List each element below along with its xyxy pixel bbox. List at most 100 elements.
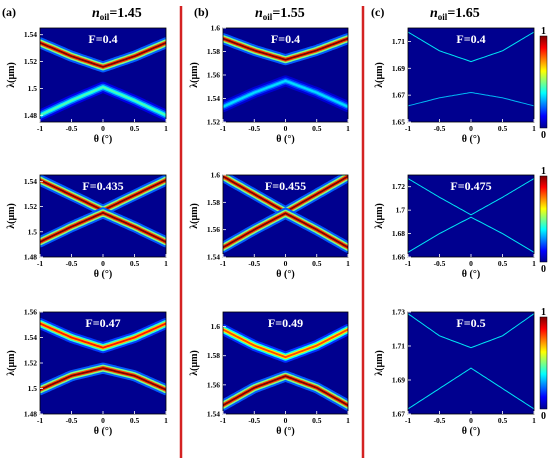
n-symbol-a: n xyxy=(92,6,100,21)
x-tick-label: -0.5 xyxy=(66,259,78,268)
y-tick-label: 1.54 xyxy=(24,177,37,186)
x-tick-label: 1 xyxy=(164,416,168,425)
y-tick-label: 1.54 xyxy=(207,94,220,103)
resonance-bands xyxy=(223,33,348,113)
x-tick-label: 0.5 xyxy=(498,416,508,425)
y-tick-label: 1.54 xyxy=(207,410,220,419)
x-axis-label: θ (°) xyxy=(462,426,480,437)
x-tick-label: 0.5 xyxy=(312,124,322,133)
resonance-bands xyxy=(408,178,534,253)
x-tick-label: -1 xyxy=(220,259,226,268)
panel-title: F=0.4 xyxy=(271,32,300,46)
band-upper-layer-4 xyxy=(223,328,348,359)
y-axis-label: λ(μm) xyxy=(189,203,200,229)
x-axis-label: θ (°) xyxy=(276,269,294,280)
plot-background xyxy=(408,175,534,257)
y-tick-label: 1.71 xyxy=(392,37,405,46)
panel-title: F=0.455 xyxy=(265,179,306,193)
heatmap-panel-5: F=0.455 -1 -0.5 0 0.5 1 θ (°) 1.6 1.58 1.56 1.54 λ(… xyxy=(189,171,350,281)
x-tick-label: -1 xyxy=(37,124,43,133)
colorbar-1: 10 xyxy=(539,26,548,141)
heatmap-panel-8: F=0.475 -1 -0.5 0 0.5 1 θ (°) 1.72 1.7 1.68 1.66 λ(… xyxy=(374,174,536,280)
y-tick-label: 1.52 xyxy=(24,202,37,211)
colorbar-min-label: 0 xyxy=(541,411,546,422)
resonance-bands xyxy=(40,318,166,396)
column-header-a: noil=1.45 xyxy=(92,6,142,22)
y-tick-label: 1.58 xyxy=(207,47,220,56)
colorbar-gradient xyxy=(539,35,548,129)
band-lower-layer-4 xyxy=(40,367,166,391)
y-tick-label: 1.67 xyxy=(392,91,405,100)
y-tick-label: 1.6 xyxy=(211,322,221,331)
colorbar-min-label: 0 xyxy=(541,264,546,275)
x-tick-label: -1 xyxy=(405,124,411,133)
x-tick-label: -0.5 xyxy=(66,124,78,133)
x-tick-label: -0.5 xyxy=(66,416,78,425)
y-tick-label: 1.5 xyxy=(28,227,38,236)
x-axis-label: θ (°) xyxy=(94,269,112,280)
y-axis-label: λ(μm) xyxy=(374,203,385,229)
y-tick-label: 1.54 xyxy=(24,30,37,39)
band-upper-layer-4 xyxy=(40,322,166,349)
band-upper-layer-4 xyxy=(40,41,166,68)
heatmap-panel-9: F=0.5 -1 -0.5 0 0.5 1 θ (°) 1.73 1.71 1.69 1.67 λ(μ… xyxy=(374,308,536,438)
x-tick-label: -0.5 xyxy=(434,124,446,133)
y-axis-label: λ(μm) xyxy=(189,62,200,88)
y-tick-label: 1.58 xyxy=(207,351,220,360)
y-axis-label: λ(μm) xyxy=(374,62,385,88)
colorbar-min-label: 0 xyxy=(541,130,546,141)
y-tick-label: 1.7 xyxy=(396,206,406,215)
band-lower-layer-4 xyxy=(40,86,166,117)
y-tick-label: 1.6 xyxy=(211,171,221,180)
band-lower-layer-1 xyxy=(408,216,534,253)
x-tick-label: 0 xyxy=(284,259,288,268)
y-axis-label: λ(μm) xyxy=(6,203,17,229)
n-value-c: =1.65 xyxy=(447,6,479,21)
x-tick-label: 1 xyxy=(164,259,168,268)
band-lower-layer-4 xyxy=(223,375,348,407)
y-tick-label: 1.73 xyxy=(392,308,405,317)
resonance-bands xyxy=(40,37,166,121)
x-tick-label: 1 xyxy=(346,416,350,425)
y-tick-label: 1.68 xyxy=(392,229,405,238)
y-tick-label: 1.5 xyxy=(28,384,38,393)
x-tick-label: 1 xyxy=(532,124,536,133)
y-tick-label: 1.48 xyxy=(24,111,37,120)
heatmap-panel-7: F=0.4 -1 -0.5 0 0.5 1 θ (°) 1.71 1.69 1.67 1.65 λ(μ… xyxy=(374,27,536,145)
resonance-bands xyxy=(223,324,348,411)
colorbar-3: 10 xyxy=(539,307,548,422)
y-tick-label: 1.6 xyxy=(211,24,221,33)
y-tick-label: 1.54 xyxy=(207,253,220,262)
y-tick-label: 1.56 xyxy=(24,308,37,317)
colorbar-max-label: 1 xyxy=(541,307,546,318)
band-lower-layer-1 xyxy=(408,367,534,410)
y-tick-label: 1.56 xyxy=(207,380,220,389)
x-tick-label: 0.5 xyxy=(130,124,140,133)
x-tick-label: 0.5 xyxy=(498,259,508,268)
x-tick-label: 0 xyxy=(284,416,288,425)
heatmap-panel-4: F=0.4 -1 -0.5 0 0.5 1 θ (°) 1.6 1.58 1.56 1.54 1.52… xyxy=(189,24,350,146)
colorbar-max-label: 1 xyxy=(541,26,546,37)
n-symbol-c: n xyxy=(430,6,438,21)
x-tick-label: 0 xyxy=(284,124,288,133)
y-tick-label: 1.72 xyxy=(392,182,405,191)
x-tick-label: -1 xyxy=(37,416,43,425)
colorbar-gradient xyxy=(539,316,548,410)
resonance-bands xyxy=(223,175,348,253)
x-tick-label: -0.5 xyxy=(248,259,260,268)
panel-label-b: (b) xyxy=(194,5,209,19)
y-axis-label: λ(μm) xyxy=(189,350,200,376)
panel-title: F=0.4 xyxy=(88,32,117,46)
panel-label-c: (c) xyxy=(371,5,384,19)
x-axis-label: θ (°) xyxy=(462,134,480,145)
panel-label-a: (a) xyxy=(2,5,16,19)
x-tick-label: 0 xyxy=(469,124,473,133)
heatmap-panel-6: F=0.49 -1 -0.5 0 0.5 1 θ (°) 1.6 1.58 1.56 1.54 λ(μ… xyxy=(189,311,350,437)
x-tick-label: 0.5 xyxy=(312,416,322,425)
heatmap-panel-3: F=0.47 -1 -0.5 0 0.5 1 θ (°) 1.56 1.54 1.52 1.5 1.4… xyxy=(6,308,168,438)
y-axis-label: λ(μm) xyxy=(6,350,17,376)
y-tick-label: 1.69 xyxy=(392,376,405,385)
panel-title: F=0.5 xyxy=(456,316,485,330)
